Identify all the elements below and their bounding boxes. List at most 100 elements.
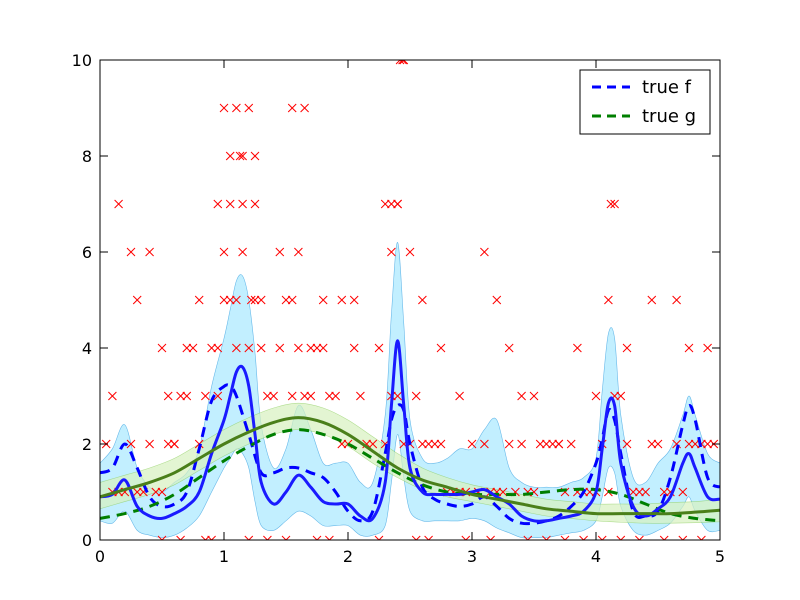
observation-marker — [294, 343, 303, 353]
observation-marker — [219, 103, 229, 113]
observation-marker — [606, 199, 616, 209]
observation-marker — [157, 343, 167, 353]
observation-marker — [157, 487, 167, 497]
g-estimate-line — [100, 416, 720, 516]
observation-marker — [548, 439, 557, 449]
observation-marker — [374, 535, 384, 540]
observation-marker — [498, 487, 508, 497]
y-tick-label: 0 — [82, 531, 92, 550]
observation-marker — [235, 151, 245, 161]
observation-marker — [213, 343, 223, 353]
x-tick-label: 4 — [591, 547, 601, 566]
observation-marker — [182, 391, 192, 401]
observation-marker — [436, 439, 446, 449]
observation-marker — [387, 247, 396, 257]
observation-marker — [170, 439, 179, 449]
x-tick-label: 1 — [219, 547, 229, 566]
observation-marker — [492, 295, 502, 305]
observation-marker — [188, 343, 198, 353]
observation-marker — [163, 439, 173, 449]
true-g-line — [100, 428, 720, 523]
legend-box — [579, 69, 711, 135]
y-tick-label: 6 — [82, 243, 92, 262]
y-tick-label: 4 — [82, 339, 92, 358]
observation-marker — [250, 151, 260, 161]
observation-marker — [201, 535, 210, 540]
observation-marker — [349, 343, 359, 353]
observation-marker — [399, 60, 409, 65]
observation-marker — [163, 391, 173, 401]
observation-marker — [504, 343, 514, 353]
observation-marker — [213, 391, 223, 401]
observation-marker — [480, 439, 489, 449]
observation-marker — [690, 439, 700, 449]
observation-marker — [395, 60, 405, 65]
observation-marker — [306, 391, 316, 401]
observation-marker — [387, 199, 396, 209]
observation-marker — [398, 60, 407, 65]
observation-marker — [145, 247, 154, 257]
observation-marker — [213, 199, 223, 209]
observation-marker — [287, 103, 297, 113]
observation-marker — [517, 439, 526, 449]
observation-marker — [684, 439, 694, 449]
observation-marker — [145, 439, 154, 449]
observation-marker — [207, 535, 216, 540]
observation-marker — [318, 343, 328, 353]
observation-marker — [312, 343, 322, 353]
observation-marker — [294, 247, 303, 257]
observation-marker — [275, 343, 285, 353]
observation-marker — [232, 295, 241, 305]
observation-marker — [678, 535, 688, 540]
observation-marker — [579, 535, 588, 540]
observation-marker — [374, 343, 384, 353]
observation-marker — [176, 535, 185, 540]
observation-marker — [684, 343, 694, 353]
observation-marker — [132, 295, 142, 305]
axes-frame — [99, 59, 721, 541]
observation-marker — [659, 487, 669, 497]
plot-area — [100, 60, 720, 540]
observation-marker — [455, 391, 464, 401]
observation-marker — [325, 391, 334, 401]
x-tick-label: 2 — [343, 547, 353, 566]
legend-label: true f — [642, 77, 692, 98]
observation-marker — [238, 247, 247, 257]
observation-marker — [232, 103, 241, 113]
observation-marker — [201, 391, 210, 401]
observation-marker — [486, 535, 495, 540]
observation-marker — [622, 343, 632, 353]
observation-marker — [287, 295, 297, 305]
observation-marker — [604, 295, 613, 305]
observation-marker — [132, 487, 142, 497]
plot-clip-group — [100, 60, 720, 540]
observation-marker — [250, 295, 260, 305]
observation-marker — [647, 295, 657, 305]
observation-marker — [318, 295, 328, 305]
observation-marker — [126, 247, 136, 257]
observation-marker — [300, 103, 309, 113]
observation-marker — [393, 199, 402, 209]
observation-marker — [597, 535, 607, 540]
observation-marker — [263, 391, 272, 401]
observation-marker — [436, 343, 446, 353]
observation-marker — [566, 439, 576, 449]
observation-marker — [244, 535, 254, 540]
f-estimate-line — [100, 339, 720, 523]
observation-marker — [263, 535, 272, 540]
observation-marker — [157, 535, 167, 540]
x-tick-label: 3 — [467, 547, 477, 566]
observation-marker — [325, 535, 334, 540]
observation-marker — [678, 487, 688, 497]
observation-marker — [356, 391, 365, 401]
observation-marker — [176, 391, 185, 401]
y-tick-label: 10 — [72, 51, 92, 70]
observation-marker — [182, 343, 192, 353]
observation-marker — [697, 535, 706, 540]
observation-marker — [647, 439, 657, 449]
observation-marker — [207, 343, 216, 353]
observation-marker — [246, 295, 256, 305]
observation-marker — [622, 439, 632, 449]
observation-marker — [616, 535, 626, 540]
